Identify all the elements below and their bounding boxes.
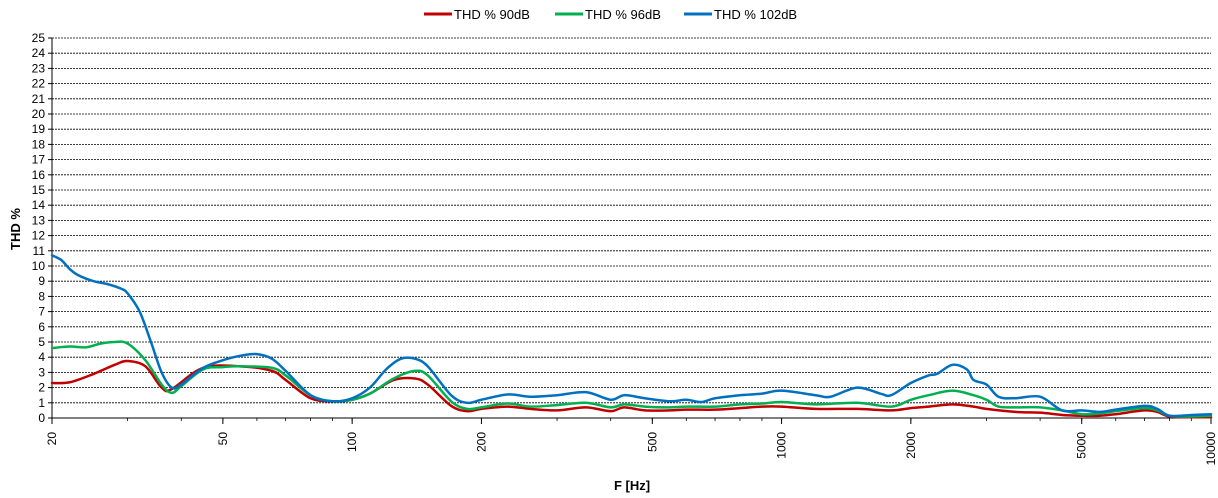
x-tick-label-3: 200: [474, 432, 488, 452]
y-tick-label-23: 23: [32, 61, 46, 75]
y-tick-label-6: 6: [38, 320, 45, 334]
x-tick-label-7: 5000: [1075, 432, 1089, 459]
y-tick-label-17: 17: [32, 153, 46, 167]
y-tick-label-16: 16: [32, 168, 46, 182]
legend: THD % 90dB THD % 96dB THD % 102dB: [424, 7, 797, 22]
y-tick-label-19: 19: [32, 122, 46, 136]
legend-label-0: THD % 90dB: [454, 7, 530, 22]
x-tick-label-8: 10000: [1204, 432, 1218, 466]
y-tick-label-8: 8: [38, 289, 45, 303]
y-tick-label-13: 13: [32, 213, 46, 227]
x-tick-label-2: 100: [345, 432, 359, 452]
series-line-0: [50, 359, 1213, 419]
y-tick-label-1: 1: [38, 396, 45, 410]
y-axis-label: THD %: [8, 208, 23, 250]
x-tick-label-4: 500: [645, 432, 659, 452]
y-tick-label-9: 9: [38, 274, 45, 288]
y-tick-label-14: 14: [32, 198, 46, 212]
y-tick-label-12: 12: [32, 229, 46, 243]
y-tick-label-2: 2: [38, 381, 45, 395]
y-tick-label-24: 24: [32, 46, 46, 60]
y-tick-label-4: 4: [38, 350, 45, 364]
y-tick-label-25: 25: [32, 31, 46, 45]
y-tick-label-22: 22: [32, 77, 46, 91]
y-tick-label-18: 18: [32, 137, 46, 151]
y-tick-labels: 0123456789101112131415161718192021222324…: [32, 31, 46, 425]
y-tick-label-21: 21: [32, 92, 46, 106]
grid-lines: [52, 37, 1211, 404]
x-tick-labels: 20 50 100 200 500 1000 2000 5000 10000: [45, 432, 1218, 466]
series-lines: [50, 254, 1213, 419]
y-tick-label-3: 3: [38, 365, 45, 379]
y-tick-label-7: 7: [38, 305, 45, 319]
series-line-2: [50, 254, 1213, 418]
y-tick-label-20: 20: [32, 107, 46, 121]
series-line-1: [50, 340, 1213, 418]
legend-label-2: THD % 102dB: [714, 7, 797, 22]
y-tick-label-11: 11: [33, 244, 46, 258]
x-tick-label-0: 20: [45, 432, 59, 446]
x-tick-label-5: 1000: [775, 432, 789, 459]
y-tick-label-5: 5: [38, 335, 45, 349]
y-tick-label-15: 15: [32, 183, 46, 197]
x-axis-label: F [Hz]: [614, 478, 650, 493]
x-tick-label-6: 2000: [904, 432, 918, 459]
y-tick-label-10: 10: [32, 259, 46, 273]
legend-label-1: THD % 96dB: [585, 7, 661, 22]
axes: [48, 37, 1212, 424]
y-tick-label-0: 0: [38, 411, 45, 425]
x-tick-label-1: 50: [216, 432, 230, 446]
